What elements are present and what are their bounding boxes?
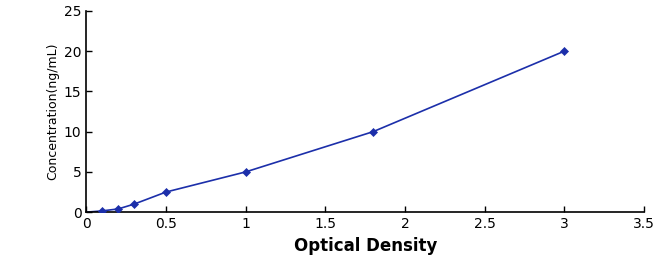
X-axis label: Optical Density: Optical Density (293, 237, 437, 255)
Y-axis label: Concentration(ng/mL): Concentration(ng/mL) (46, 43, 60, 180)
